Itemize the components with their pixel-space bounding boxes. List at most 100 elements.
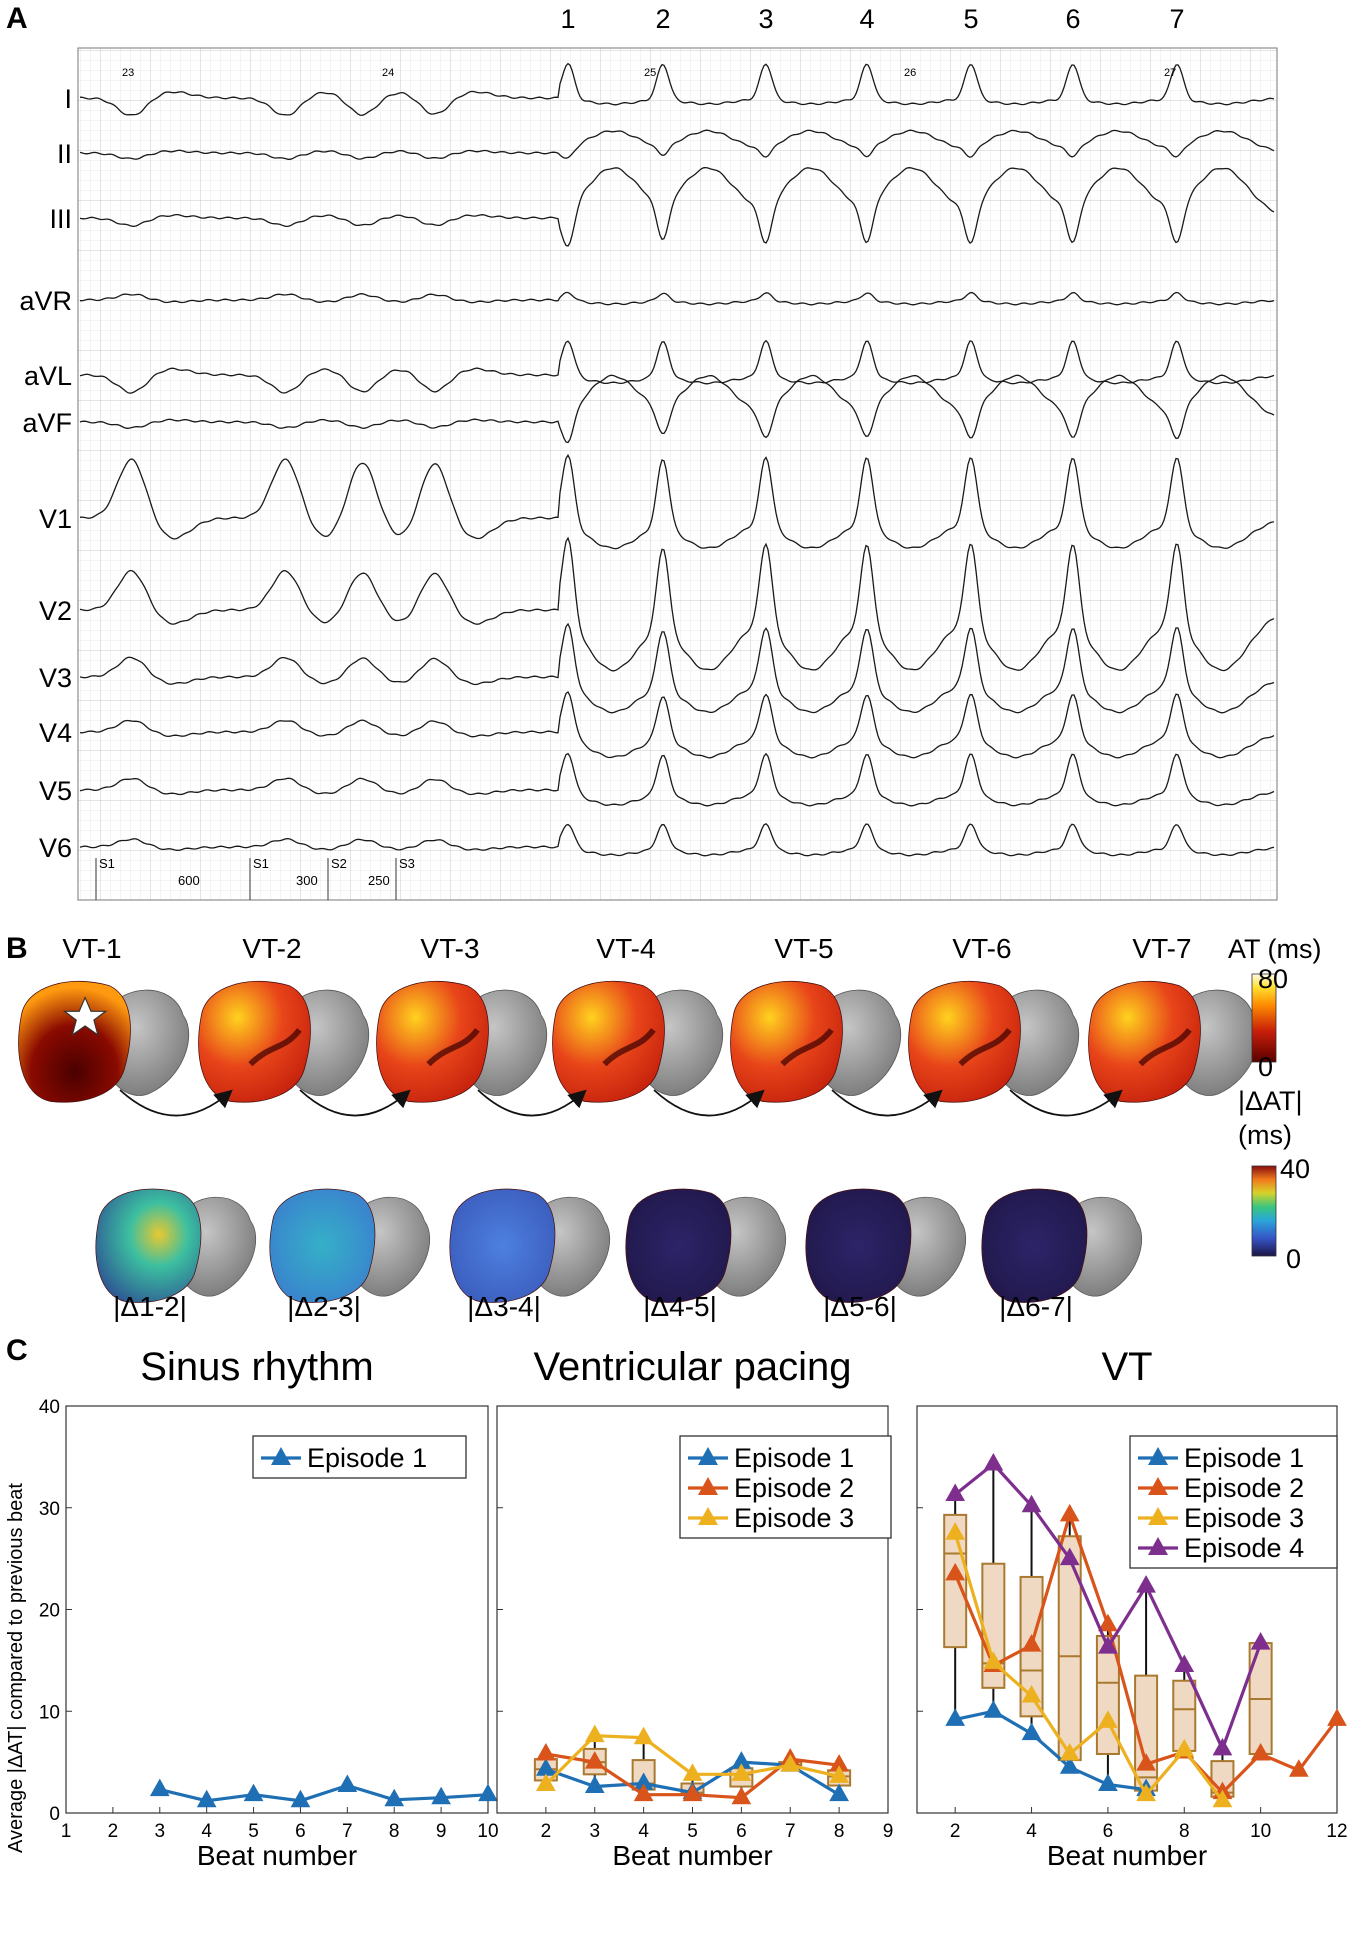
x-tick-label-7: 7 [785, 1821, 796, 1842]
ecg-trace-aVL [79, 339, 1275, 394]
transition-arrow-3 [477, 1089, 587, 1117]
legend-swatch-marker [1148, 1477, 1168, 1495]
series-3-point-4 [633, 1726, 654, 1745]
series-2-point-5 [682, 1783, 703, 1802]
series-3-point-2 [945, 1522, 966, 1540]
series-3-point-7 [780, 1754, 801, 1772]
series-4-point-7 [1136, 1575, 1156, 1593]
delta-map-2 [269, 1188, 431, 1303]
grid-number-23: 23 [122, 67, 134, 79]
x-axis-label: Beat number [612, 1840, 772, 1871]
chart-title: Sinus rhythm [140, 1345, 373, 1389]
heart-front [908, 980, 1021, 1103]
vt-map-6 [908, 980, 1080, 1103]
scar-line [426, 1028, 480, 1067]
lead-label-V6: V6 [39, 833, 72, 863]
x-tick-label-9: 9 [436, 1821, 447, 1842]
series-1-point-4 [196, 1789, 217, 1808]
heart-front [981, 1188, 1088, 1303]
x-tick-label-8: 8 [1179, 1821, 1190, 1842]
ecg-trace-aVF [79, 374, 1275, 444]
beat-label-2: 2 [655, 4, 670, 34]
x-tick-label-9: 9 [883, 1821, 894, 1842]
series-1-point-8 [384, 1788, 405, 1807]
panel-letter-c: C [6, 1334, 28, 1367]
legend-swatch-marker [271, 1447, 291, 1465]
beat-label-3: 3 [758, 4, 773, 34]
ecg-trace-II [79, 129, 1275, 160]
ecg-trace-V6 [79, 822, 1275, 857]
heart-front [552, 980, 665, 1103]
delta-label-4: |Δ4-5| [643, 1291, 717, 1322]
legend-label-1: Episode 1 [1184, 1443, 1304, 1473]
series-2-point-6 [1098, 1613, 1118, 1632]
heart-front [376, 980, 489, 1103]
vt-map-4 [552, 980, 724, 1103]
series-1-point-8 [829, 1783, 849, 1802]
x-tick-label-2: 2 [108, 1821, 119, 1842]
legend-swatch-marker [698, 1447, 718, 1465]
heart-front [198, 980, 311, 1103]
y-axis-label: Average |ΔAT| compared to previous beat [5, 1483, 27, 1853]
series-2-point-2 [945, 1562, 966, 1581]
delta-labels: |Δ1-2| |Δ2-3| |Δ3-4| |Δ4-5| |Δ5-6| |Δ6-7| [113, 1291, 1073, 1322]
series-1-point-9 [431, 1786, 451, 1805]
y-tick-label-20: 20 [39, 1601, 60, 1622]
legend-label-3: Episode 3 [1184, 1503, 1304, 1533]
scar-line [780, 1028, 834, 1067]
x-tick-label-6: 6 [736, 1821, 747, 1842]
vt-map-2 [198, 980, 370, 1103]
lead-label-aVF: aVF [22, 408, 72, 438]
lead-label-aVR: aVR [19, 286, 72, 316]
series-4-point-9 [1212, 1737, 1233, 1756]
ecg-trace-I [79, 62, 1275, 116]
series-3-point-3 [983, 1651, 1004, 1669]
series-1-point-6 [290, 1789, 311, 1808]
chart-sinus-rhythm: Sinus rhythm 0 10 20 30 40 1 2 3 4 5 6 7 8 9 10 Beat num… [39, 1345, 499, 1871]
legend-swatch-marker [1148, 1537, 1168, 1555]
legend-swatch-marker [698, 1477, 718, 1495]
x-tick-label-6: 6 [295, 1821, 306, 1842]
y-tick-label-30: 30 [39, 1499, 60, 1520]
series-2-point-2 [536, 1742, 556, 1761]
legend: Episode 1 [252, 1435, 467, 1479]
series-2-point-6 [731, 1786, 752, 1805]
x-tick-label-5: 5 [248, 1821, 259, 1842]
heart-front [449, 1188, 556, 1303]
ecg-traces [79, 62, 1275, 857]
x-tick-label-2: 2 [541, 1821, 552, 1842]
series-3-point-6 [1098, 1710, 1118, 1728]
x-tick-label-4: 4 [638, 1821, 649, 1842]
delta-label-1: |Δ1-2| [113, 1291, 187, 1322]
dat-colorbar-max: 40 [1280, 1154, 1310, 1184]
series-4-point-4 [1021, 1494, 1042, 1513]
series-2-point-10 [1250, 1742, 1271, 1761]
x-tick-label-2: 2 [950, 1821, 961, 1842]
legend-swatch-marker [698, 1507, 718, 1525]
dat-colorbar-gradient [1251, 1165, 1277, 1257]
heart-front [625, 1188, 732, 1303]
y-tick-label-40: 40 [39, 1397, 60, 1418]
vt-map-5 [730, 980, 902, 1103]
transition-arrow-2 [299, 1089, 411, 1117]
vt-label-3: VT-3 [420, 933, 479, 964]
chart-ventricular-pacing: Ventricular pacing 2 3 4 5 6 7 8 9 Beat number Epi… [496, 1345, 894, 1871]
at-colorbar-title: AT (ms) [1228, 934, 1322, 964]
interval-label-600: 600 [178, 873, 200, 888]
beat-label-7: 7 [1169, 4, 1184, 34]
series-4-point-10 [1250, 1632, 1271, 1650]
transition-arrow-6 [1009, 1089, 1123, 1117]
series-2-point-11 [1288, 1759, 1309, 1777]
beat-number-labels: 1 2 3 4 5 6 7 [560, 4, 1184, 34]
vt-map-1 [18, 980, 190, 1103]
beat-label-5: 5 [963, 4, 978, 34]
x-axis-label: Beat number [197, 1840, 357, 1871]
scar-line [248, 1028, 302, 1067]
series-2-point-4 [633, 1783, 654, 1802]
grid-numbers: 23 24 25 26 27 [122, 67, 1176, 79]
ecg-trace-III [79, 166, 1275, 247]
lead-label-II: II [57, 139, 72, 169]
stim-label-S3: S3 [399, 856, 415, 871]
dat-colorbar: |ΔAT| (ms) 40 0 [1238, 1086, 1310, 1274]
origin-star-icon [62, 996, 108, 1037]
